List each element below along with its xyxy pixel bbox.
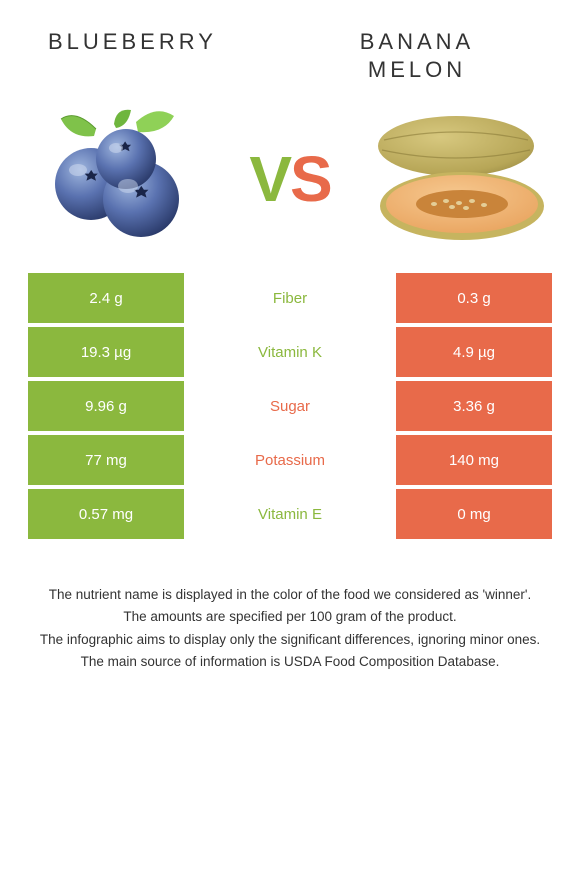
vs-s: S: [290, 143, 331, 215]
nutrient-label: Vitamin K: [184, 327, 396, 377]
nutrient-row: 0.57 mgVitamin E0 mg: [28, 489, 552, 539]
footnote-line: The nutrient name is displayed in the co…: [22, 585, 558, 605]
value-left: 0.57 mg: [28, 489, 184, 539]
value-right: 4.9 µg: [396, 327, 552, 377]
blueberry-image: [36, 104, 206, 254]
footnote-line: The infographic aims to display only the…: [22, 630, 558, 650]
banana-melon-image: [374, 104, 544, 254]
title-right-line2: MELON: [368, 57, 466, 82]
value-right: 0 mg: [396, 489, 552, 539]
footnote-line: The main source of information is USDA F…: [22, 652, 558, 672]
value-right: 3.36 g: [396, 381, 552, 431]
nutrient-table: 2.4 gFiber0.3 g19.3 µgVitamin K4.9 µg9.9…: [0, 273, 580, 539]
value-right: 140 mg: [396, 435, 552, 485]
footnote-line: The amounts are specified per 100 gram o…: [22, 607, 558, 627]
value-left: 2.4 g: [28, 273, 184, 323]
vs-v: V: [249, 143, 290, 215]
title-right-line1: BANANA: [360, 29, 474, 54]
nutrient-label: Sugar: [184, 381, 396, 431]
value-left: 9.96 g: [28, 381, 184, 431]
footnotes: The nutrient name is displayed in the co…: [0, 543, 580, 672]
nutrient-row: 19.3 µgVitamin K4.9 µg: [28, 327, 552, 377]
nutrient-label: Potassium: [184, 435, 396, 485]
value-right: 0.3 g: [396, 273, 552, 323]
images-row: VS: [0, 83, 580, 273]
title-left: BLUEBERRY: [40, 28, 294, 83]
vs-label: VS: [249, 142, 330, 216]
title-right: BANANA MELON: [294, 28, 540, 83]
nutrient-row: 9.96 gSugar3.36 g: [28, 381, 552, 431]
value-left: 19.3 µg: [28, 327, 184, 377]
nutrient-label: Fiber: [184, 273, 396, 323]
nutrient-label: Vitamin E: [184, 489, 396, 539]
nutrient-row: 77 mgPotassium140 mg: [28, 435, 552, 485]
value-left: 77 mg: [28, 435, 184, 485]
titles-row: BLUEBERRY BANANA MELON: [0, 0, 580, 83]
nutrient-row: 2.4 gFiber0.3 g: [28, 273, 552, 323]
